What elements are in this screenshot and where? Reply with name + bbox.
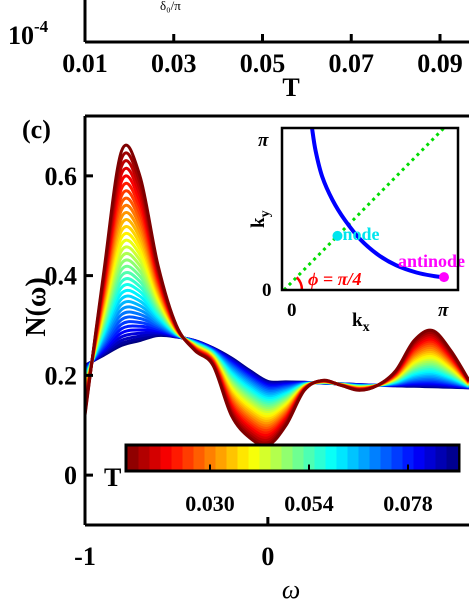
colorbar-cell — [204, 446, 217, 470]
xtick-label: 0 — [261, 542, 274, 571]
colorbar-ticks: 0.030 0.054 0.078 — [185, 464, 433, 516]
colorbar-tick-label: 0.078 — [383, 491, 433, 516]
colorbar-cell — [160, 446, 173, 470]
main-xticks: -1 0 — [74, 517, 274, 571]
colorbar-cell — [193, 446, 206, 470]
colorbar-tick-label: 0.054 — [284, 491, 334, 516]
colorbar: T 0.030 0.054 0.078 — [104, 443, 461, 516]
colorbar-cell — [149, 446, 162, 470]
colorbar-cell — [435, 446, 448, 470]
inset-diagonal — [282, 126, 446, 292]
colorbar-cell — [380, 446, 393, 470]
inset-ytick-0: 0 — [262, 280, 272, 301]
inset-xtick-0: 0 — [287, 300, 297, 321]
colorbar-cell — [314, 446, 327, 470]
inset-node-label: node — [342, 224, 379, 244]
main-yticks: 0 0.2 0.4 0.6 — [45, 162, 93, 490]
top-xtick-label: 0.01 — [62, 49, 108, 78]
inset-frame — [280, 126, 460, 292]
inset-antinode-label: antinode — [398, 251, 465, 271]
top-panel-fragment: δ₀/π — [160, 0, 181, 13]
colorbar-tick-label: 0.030 — [185, 491, 235, 516]
colorbar-cell — [215, 446, 228, 470]
inset-fermi-surface — [310, 127, 445, 280]
colorbar-cell — [391, 446, 404, 470]
top-xtick-label: 0.05 — [240, 49, 286, 78]
colorbar-label: T — [104, 463, 121, 492]
ytick-label: 0 — [64, 461, 77, 490]
colorbar-cell — [127, 446, 140, 470]
xtick-label: -1 — [74, 542, 96, 571]
top-xtick-label: 0.03 — [151, 49, 197, 78]
inset-content: ϕ = π/4 node antinode — [282, 126, 465, 292]
colorbar-cell — [402, 446, 415, 470]
colorbar-cell — [270, 446, 283, 470]
inset-angle-label: ϕ = π/4 — [308, 269, 362, 289]
inset-xtick-pi: π — [438, 300, 449, 321]
colorbar-cell — [347, 446, 360, 470]
colorbar-cell — [182, 446, 195, 470]
main-panel: 00.20.40.6 -1 0 (c) N(ω) ω T 0.030 0.054 0.… — [21, 114, 469, 604]
colorbar-cell — [171, 446, 184, 470]
inset-node-point — [332, 230, 343, 241]
top-xtick-label: 0.09 — [417, 49, 463, 78]
colorbar-cell — [281, 446, 294, 470]
inset-antinode-point — [439, 272, 449, 283]
colorbar-cell — [292, 446, 305, 470]
top-panel-xlabel: T — [282, 73, 299, 102]
colorbar-cell — [226, 446, 239, 470]
inset-ytick-pi: π — [258, 130, 269, 151]
panel-label: (c) — [22, 115, 51, 144]
top-panel-xticks: 0.01 0.03 0.05 0.07 0.09 — [62, 34, 463, 78]
top-xtick-label: 0.07 — [329, 49, 375, 78]
curve-family — [83, 143, 469, 448]
colorbar-cell — [237, 446, 250, 470]
inset: ϕ = π/4 node antinode π 0 0 π kx ky — [248, 126, 465, 335]
colorbar-cell — [259, 446, 272, 470]
y-axis-label: N(ω) — [21, 277, 52, 336]
colorbar-cell — [138, 446, 151, 470]
colorbar-cell — [325, 446, 338, 470]
ytick-label: 0.6 — [45, 162, 78, 191]
colorbar-cell — [446, 446, 459, 470]
colorbar-cell — [336, 446, 349, 470]
colorbar-cell — [303, 446, 316, 470]
colorbar-cells — [127, 446, 459, 470]
colorbar-cell — [424, 446, 437, 470]
top-panel-ytick: 10-4 — [8, 17, 49, 50]
inset-background — [282, 128, 458, 290]
ytick-label: 0.4 — [45, 262, 78, 291]
inset-xlabel: kx — [352, 310, 370, 335]
ytick-label: 0.2 — [45, 361, 78, 390]
colorbar-cell — [369, 446, 382, 470]
inset-ylabel: ky — [248, 210, 273, 228]
top-panel: δ₀/π 10-4 0.01 0.03 0.05 0.07 0.09 T — [8, 0, 469, 102]
x-axis-label: ω — [282, 575, 300, 604]
colorbar-cell — [358, 446, 371, 470]
colorbar-cell — [248, 446, 261, 470]
colorbar-cell — [413, 446, 426, 470]
